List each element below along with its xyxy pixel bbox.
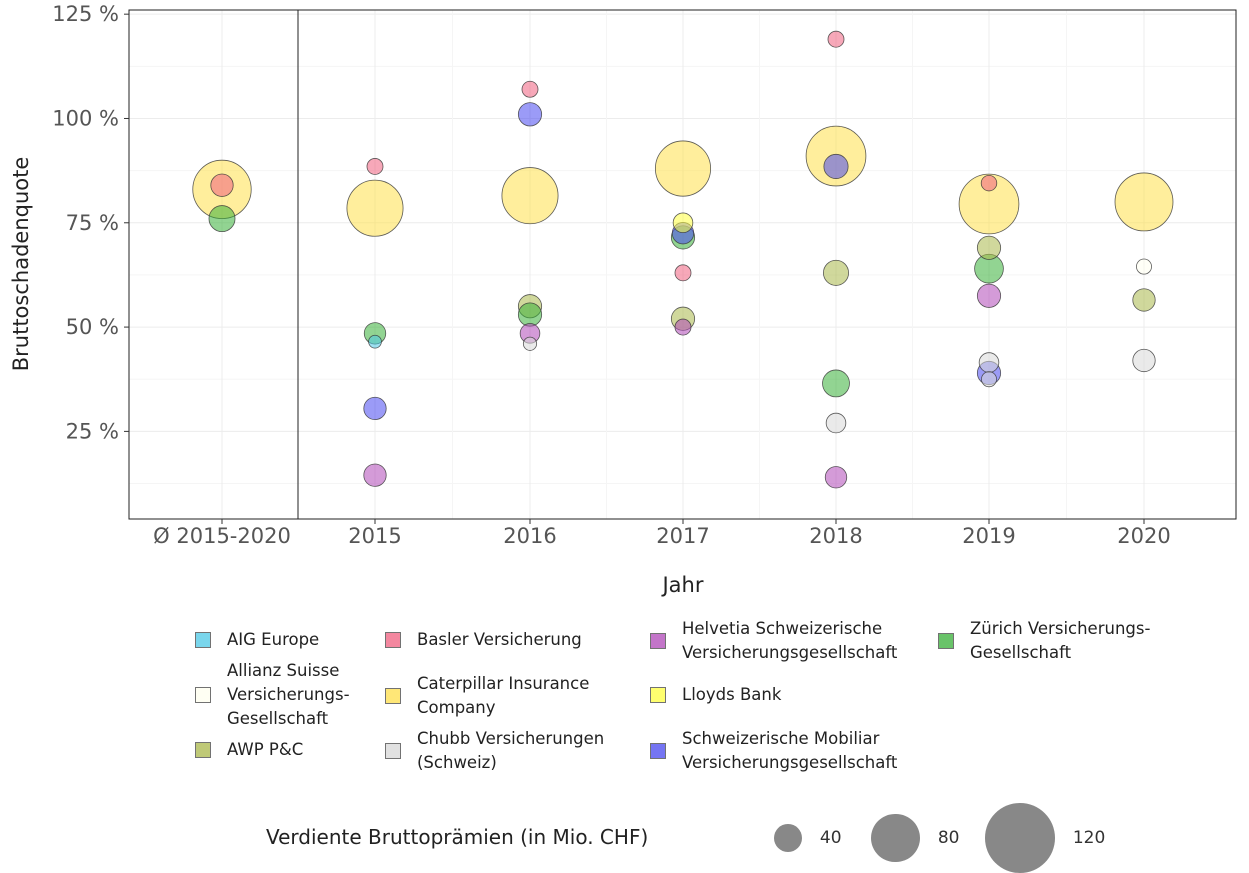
bubble-point: AWP P&C bbox=[976, 235, 1002, 260]
bubble-point: AIG Europe bbox=[368, 334, 382, 349]
x-tick-label: 2020 bbox=[1117, 524, 1170, 548]
y-axis: 25 % 50 % 75 % 100 % 125 % bbox=[52, 2, 129, 443]
legend-item: AWP P&C bbox=[195, 738, 377, 762]
size-legend-dot bbox=[985, 803, 1055, 873]
x-tick-label: 2019 bbox=[962, 524, 1015, 548]
bubble-point: Chubb Versicherungen (Schweiz) bbox=[981, 371, 997, 388]
size-legend-dot bbox=[774, 824, 802, 852]
legend-label: Caterpillar Insurance Company bbox=[417, 674, 590, 717]
size-legend: Verdiente Bruttoprämien (in Mio. CHF) 40… bbox=[266, 803, 1166, 873]
bubble-point: Schweizerische Mobiliar Versicherungsges… bbox=[517, 102, 543, 127]
x-tick-label: 2016 bbox=[503, 524, 556, 548]
x-tick-label: 2018 bbox=[809, 524, 862, 548]
y-tick-label: 100 % bbox=[52, 106, 119, 130]
legend-swatch bbox=[195, 632, 211, 648]
bubble-point: Helvetia Schweizerische Versicherungsges… bbox=[674, 318, 692, 336]
bubble-point: Basler Versicherung bbox=[980, 174, 998, 192]
bubble-point: Schweizerische Mobiliar Versicherungsges… bbox=[363, 396, 387, 421]
bubble-point: Chubb Versicherungen (Schweiz) bbox=[522, 336, 538, 351]
bubble-point: Zürich Versicherungs-Gesellschaft bbox=[822, 369, 850, 398]
size-legend-item: 40 bbox=[774, 824, 842, 852]
bubble-point: Basler Versicherung bbox=[366, 158, 384, 175]
bubble-point: Schweizerische Mobiliar Versicherungsges… bbox=[823, 153, 849, 179]
legend-item: Chubb Versicherungen (Schweiz) bbox=[385, 727, 637, 775]
size-legend-label: 80 bbox=[937, 827, 960, 848]
legend-item: Allianz Suisse Versicherungs-Gesellschaf… bbox=[195, 659, 377, 731]
bubble-point: Chubb Versicherungen (Schweiz) bbox=[978, 352, 1000, 373]
bubble-point: Caterpillar Insurance Company bbox=[958, 173, 1020, 235]
bubble-layer: Caterpillar Insurance Company Caterpillar… bbox=[192, 30, 1174, 489]
bubble-point: Caterpillar Insurance Company bbox=[1114, 172, 1174, 232]
size-legend-label: 40 bbox=[819, 827, 842, 848]
y-tick-label: 75 % bbox=[66, 211, 119, 235]
legend-swatch bbox=[385, 632, 401, 648]
bubble-point: Allianz Suisse Versicherungs-Gesellschaf… bbox=[1136, 258, 1152, 275]
y-axis-title: Bruttoschadenquote bbox=[9, 157, 33, 372]
y-tick-label: 125 % bbox=[52, 2, 119, 26]
legend-swatch bbox=[650, 633, 666, 649]
bubble-point: Chubb Versicherungen (Schweiz) bbox=[1132, 348, 1156, 373]
bubble-point: Basler Versicherung bbox=[210, 173, 234, 197]
x-tick-label: 2017 bbox=[656, 524, 709, 548]
x-axis: Ø 2015-2020 2015 2016 2017 2018 2019 2020 bbox=[153, 519, 1171, 548]
legend-item: Zürich Versicherungs-Gesellschaft bbox=[938, 617, 1200, 665]
legend-label: Schweizerische Mobiliar Versicherungsges… bbox=[682, 729, 898, 772]
legend-label: Chubb Versicherungen (Schweiz) bbox=[417, 729, 605, 772]
bubble-point: Chubb Versicherungen (Schweiz) bbox=[825, 412, 847, 434]
bubble-point: Helvetia Schweizerische Versicherungsges… bbox=[363, 463, 387, 487]
legend-swatch bbox=[385, 743, 401, 759]
bubble-point: Basler Versicherung bbox=[827, 30, 845, 48]
bubble-point: AWP P&C bbox=[1132, 288, 1156, 312]
y-tick-label: 50 % bbox=[66, 315, 119, 339]
bubble-point: Helvetia Schweizerische Versicherungsges… bbox=[976, 283, 1002, 308]
legend-label: Basler Versicherung bbox=[417, 630, 582, 649]
bubble-point: Caterpillar Insurance Company bbox=[501, 167, 559, 225]
size-legend-item: 80 bbox=[871, 813, 960, 863]
legend-label: AWP P&C bbox=[227, 740, 304, 759]
legend-label: Lloyds Bank bbox=[682, 685, 782, 704]
bubble-point: Caterpillar Insurance Company bbox=[346, 179, 404, 237]
x-tick-label: 2015 bbox=[348, 524, 401, 548]
legend-swatch bbox=[195, 742, 211, 758]
legend-label: AIG Europe bbox=[227, 630, 320, 649]
y-tick-label: 25 % bbox=[66, 419, 119, 443]
legend-swatch bbox=[195, 687, 211, 703]
legend-item: Caterpillar Insurance Company bbox=[385, 672, 637, 720]
size-legend-label: 120 bbox=[1072, 828, 1106, 848]
x-tick-label: Ø 2015-2020 bbox=[153, 524, 291, 548]
legend-item: AIG Europe bbox=[195, 628, 377, 652]
legend-item: Basler Versicherung bbox=[385, 628, 637, 652]
bubble-point: Basler Versicherung bbox=[674, 264, 692, 282]
legend-swatch bbox=[650, 743, 666, 759]
bubble-point: Basler Versicherung bbox=[521, 80, 539, 98]
color-legend: AIG Europe Allianz Suisse Versicherungs-G… bbox=[195, 617, 1195, 782]
legend-item: Helvetia Schweizerische Versicherungsges… bbox=[650, 617, 932, 665]
x-axis-title: Jahr bbox=[660, 573, 703, 597]
bubble-point: Lloyds Bank bbox=[672, 212, 694, 234]
legend-label: Allianz Suisse Versicherungs-Gesellschaf… bbox=[227, 661, 350, 728]
size-legend-dot bbox=[871, 813, 920, 863]
chart-canvas: Caterpillar Insurance Company Caterpillar… bbox=[9, 2, 1237, 597]
size-legend-title: Verdiente Bruttoprämien (in Mio. CHF) bbox=[266, 825, 649, 849]
legend-label: Helvetia Schweizerische Versicherungsges… bbox=[682, 619, 898, 662]
legend-item: Lloyds Bank bbox=[650, 683, 932, 707]
legend-label: Zürich Versicherungs-Gesellschaft bbox=[970, 619, 1151, 662]
bubble-point: Zürich Versicherungs-Gesellschaft bbox=[208, 205, 236, 233]
legend-swatch bbox=[938, 633, 954, 649]
legend-swatch bbox=[385, 688, 401, 704]
bubble-point: Caterpillar Insurance Company bbox=[654, 140, 712, 197]
legend-item: Schweizerische Mobiliar Versicherungsges… bbox=[650, 727, 932, 775]
bubble-point: Helvetia Schweizerische Versicherungsges… bbox=[824, 466, 848, 489]
bubble-point: AWP P&C bbox=[823, 259, 849, 286]
size-legend-item: 120 bbox=[985, 803, 1105, 873]
legend-swatch bbox=[650, 687, 666, 703]
bubble-point: Zürich Versicherungs-Gesellschaft bbox=[517, 302, 543, 327]
